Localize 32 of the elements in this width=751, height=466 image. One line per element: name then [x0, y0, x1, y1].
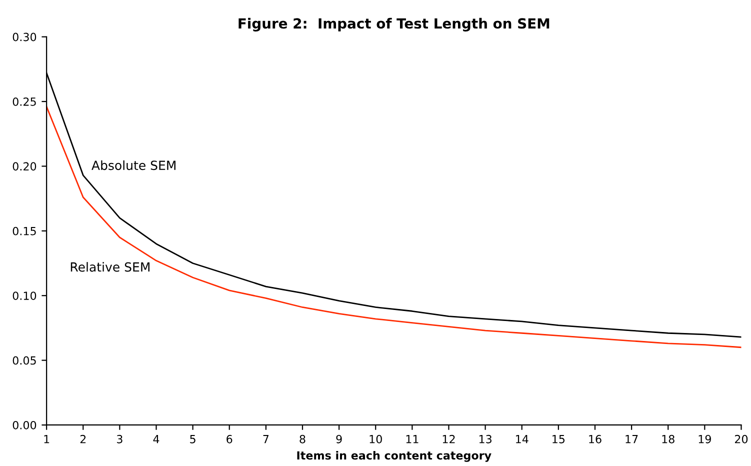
x-tick-label: 11: [406, 435, 418, 444]
x-tick-label: 20: [734, 434, 748, 444]
x-tick-label: 13: [479, 434, 492, 444]
x-tick-label: 9: [336, 434, 342, 444]
x-tick-label: 12: [442, 434, 455, 444]
y-tick-label: 0.15: [12, 226, 36, 236]
x-tick-label: 16: [589, 434, 602, 444]
x-tick-label: 3: [117, 434, 122, 444]
y-tick-label: 0.20: [12, 162, 36, 171]
x-tick-label: 10: [370, 434, 382, 444]
series-label: Relative SEM: [70, 262, 150, 272]
y-tick-label: 0.00: [12, 420, 36, 430]
x-tick-label: 8: [300, 434, 306, 444]
x-tick-label: 18: [662, 434, 674, 444]
x-tick-label: 7: [263, 435, 269, 444]
x-tick-label: 1: [44, 435, 50, 444]
line-series: [46, 106, 742, 348]
chart-title: Figure 2: Impact of Test Length on SEM: [238, 18, 550, 32]
x-tick-label: 19: [698, 434, 711, 444]
x-tick-label: 14: [516, 435, 528, 444]
y-tick-label: 0.25: [12, 97, 36, 106]
x-tick-label: 4: [153, 435, 160, 444]
x-axis-title: Items in each content category: [297, 451, 492, 462]
x-tick-label: 6: [226, 434, 232, 444]
y-tick-label: 0.10: [12, 292, 36, 300]
y-tick-label: 0.30: [12, 32, 36, 42]
x-tick-label: 5: [190, 435, 196, 444]
y-tick-label: 0.05: [12, 356, 36, 365]
series-label: Absolute SEM: [92, 160, 176, 170]
x-tick-label: 15: [552, 435, 565, 444]
x-tick-label: 17: [626, 435, 638, 444]
x-tick-label: 2: [80, 434, 86, 444]
